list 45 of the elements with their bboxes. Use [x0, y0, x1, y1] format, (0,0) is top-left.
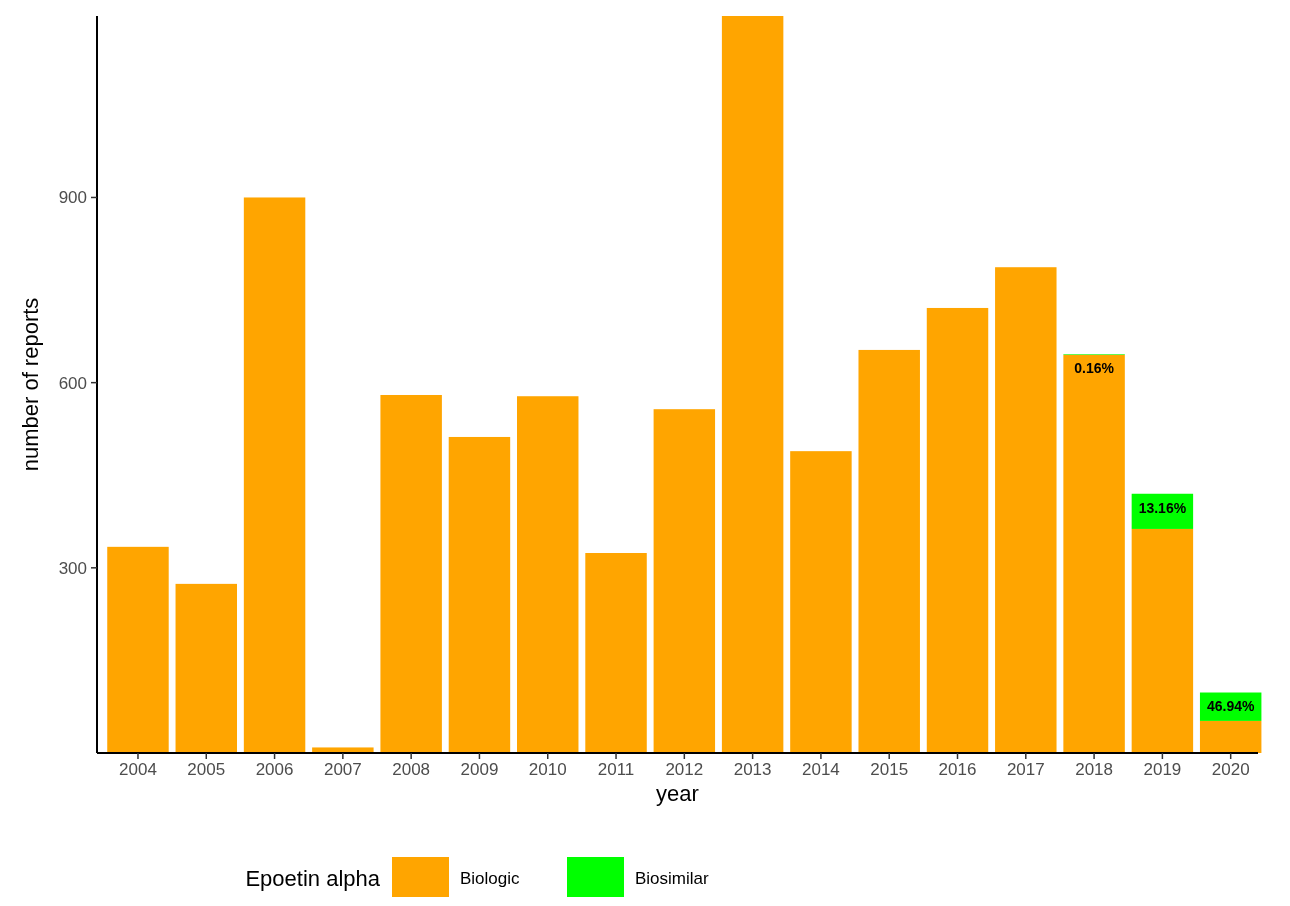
bar	[585, 553, 647, 753]
bar	[1063, 354, 1125, 753]
bar	[926, 307, 989, 753]
x-tick-label: 2010	[528, 760, 567, 779]
x-tick-label: 2005	[187, 760, 226, 779]
y-tick-label: 900	[58, 188, 87, 208]
x-tick-label: 2004	[119, 760, 157, 779]
bar	[995, 267, 1057, 753]
annotation: 46.94%	[1206, 698, 1255, 715]
legend-label: Biosimilar	[635, 869, 710, 888]
x-tick-label: 2006	[255, 760, 294, 779]
annotation: 0.16%	[1074, 360, 1115, 377]
bar	[107, 546, 169, 753]
bar	[858, 349, 920, 753]
x-tick-label: 2009	[460, 760, 499, 779]
bar	[517, 396, 579, 753]
y-axis-title: number of reports	[18, 297, 43, 472]
bar	[175, 583, 237, 753]
x-tick-label: 2018	[1075, 760, 1114, 779]
legend-title: Epoetin alpha	[245, 866, 381, 891]
bar	[243, 197, 306, 753]
y-tick-label: 300	[58, 558, 87, 578]
x-tick-label: 2017	[1006, 760, 1045, 779]
x-tick-label: 2012	[665, 760, 704, 779]
x-tick-label: 2014	[802, 760, 840, 779]
x-tick-label: 2015	[870, 760, 909, 779]
bar	[380, 394, 442, 753]
annotation: 13.16%	[1138, 499, 1187, 516]
x-axis-title: year	[656, 781, 699, 806]
bar	[790, 451, 852, 753]
x-tick-label: 2020	[1211, 760, 1250, 779]
y-tick-label: 600	[58, 373, 87, 393]
bar	[448, 436, 511, 753]
legend-label: Biologic	[460, 869, 521, 888]
x-tick-label: 2013	[733, 760, 772, 779]
x-tick-label: 2019	[1143, 760, 1182, 779]
x-tick-label: 2007	[323, 760, 362, 779]
bar	[1199, 720, 1262, 753]
x-tick-label: 2011	[597, 760, 635, 779]
bar	[653, 409, 716, 753]
bar	[312, 747, 374, 753]
bar	[1131, 528, 1194, 753]
x-tick-label: 2008	[392, 760, 431, 779]
x-tick-label: 2016	[938, 760, 977, 779]
bar	[721, 16, 784, 753]
